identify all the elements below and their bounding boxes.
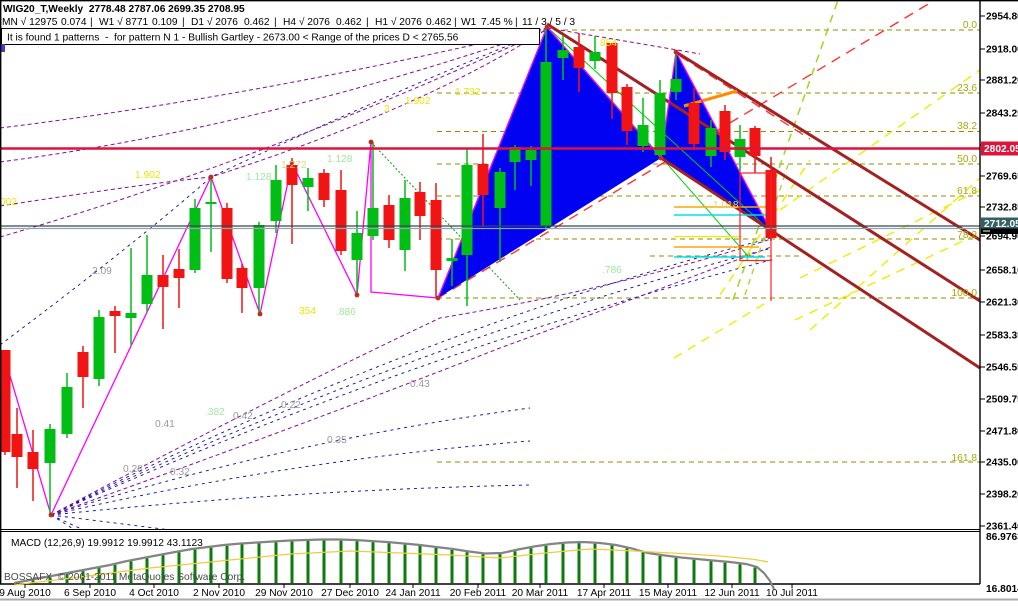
svg-text:2471.80: 2471.80 — [986, 427, 1018, 438]
svg-text:2732.85: 2732.85 — [986, 203, 1018, 214]
svg-text:H1 √ 2076: H1 √ 2076 — [375, 16, 422, 28]
svg-text:100.0: 100.0 — [952, 288, 978, 299]
svg-text:61.8: 61.8 — [957, 186, 977, 197]
svg-text:2881.20: 2881.20 — [986, 76, 1018, 87]
svg-text:4 Oct 2010: 4 Oct 2010 — [129, 588, 179, 599]
svg-text:|: | — [182, 17, 185, 28]
svg-text:7.45 %: 7.45 % — [481, 17, 513, 28]
svg-text:2583.35: 2583.35 — [986, 331, 1018, 342]
svg-text:.886: .886 — [336, 307, 356, 318]
svg-text:1.902: 1.902 — [135, 170, 161, 181]
svg-text:11 / 3 / 5 / 3: 11 / 3 / 5 / 3 — [522, 17, 575, 28]
svg-text:0.074: 0.074 — [61, 17, 87, 28]
svg-text:0.462: 0.462 — [426, 17, 452, 28]
svg-text:0.22: 0.22 — [281, 400, 301, 411]
svg-text:1.018: 1.018 — [713, 200, 739, 211]
svg-text:354: 354 — [299, 306, 316, 317]
svg-text:|: | — [366, 17, 369, 28]
svg-text:2: 2 — [384, 104, 390, 115]
svg-text:2509.75: 2509.75 — [986, 395, 1018, 406]
svg-text:2712.05: 2712.05 — [984, 219, 1018, 230]
svg-text:15 May 2011: 15 May 2011 — [639, 588, 697, 599]
svg-text:D1 √ 2076: D1 √ 2076 — [191, 16, 238, 28]
svg-text:2546.55: 2546.55 — [986, 363, 1018, 374]
svg-text:It is found 1 patterns - for: It is found 1 patterns - for pattern N 1… — [7, 33, 459, 44]
svg-text:0.42: 0.42 — [233, 411, 253, 422]
svg-text:W1 √ 8771: W1 √ 8771 — [99, 16, 149, 28]
svg-text:|: | — [90, 17, 93, 28]
svg-text:BOSSAFX © 2001-2011 MetaQuote: BOSSAFX © 2001-2011 MetaQuotes Software … — [4, 572, 245, 583]
svg-text:MACD (12,26,9) 19.9912 19.9912: MACD (12,26,9) 19.9912 19.9912 43.1123 — [11, 538, 203, 549]
svg-text:|: | — [274, 17, 277, 28]
svg-text:2658.10: 2658.10 — [986, 266, 1018, 277]
svg-text:1.272: 1.272 — [281, 160, 307, 171]
svg-text:2802.05: 2802.05 — [984, 144, 1018, 155]
svg-text:161.8: 161.8 — [952, 453, 978, 464]
svg-text:2918.00: 2918.00 — [986, 45, 1018, 56]
svg-text:0.41: 0.41 — [155, 419, 175, 430]
svg-text:0.43: 0.43 — [410, 379, 430, 390]
svg-text:2.09: 2.09 — [92, 266, 112, 277]
svg-text:6 Sep 2010: 6 Sep 2010 — [64, 588, 116, 599]
svg-text:1.732: 1.732 — [455, 87, 481, 98]
svg-text:12 Jun 2011: 12 Jun 2011 — [704, 588, 760, 599]
svg-text:|: | — [515, 17, 518, 28]
svg-text:16.8014: 16.8014 — [986, 584, 1018, 595]
svg-text:2435.00: 2435.00 — [986, 458, 1018, 469]
svg-text:23.6: 23.6 — [957, 83, 977, 94]
svg-text:H4 √ 2076: H4 √ 2076 — [283, 16, 330, 28]
svg-text:.382: .382 — [205, 407, 225, 418]
svg-text:854: 854 — [600, 38, 617, 49]
svg-text:20 Mar 2011: 20 Mar 2011 — [512, 588, 569, 599]
svg-text:002: 002 — [0, 197, 17, 208]
svg-text:2361.40: 2361.40 — [986, 522, 1018, 533]
svg-text:0.462: 0.462 — [244, 17, 270, 28]
svg-text:WIG20_T,Weekly 2778.48 2787.0: WIG20_T,Weekly 2778.48 2787.06 2699.35 2… — [3, 4, 245, 15]
svg-text:MN √ 12975: MN √ 12975 — [2, 16, 58, 28]
svg-text:78.2: 78.2 — [957, 230, 977, 241]
svg-text:0.28: 0.28 — [123, 464, 143, 475]
svg-text:0.462: 0.462 — [336, 17, 362, 28]
svg-text:2769.65: 2769.65 — [986, 172, 1018, 183]
svg-text:1.128: 1.128 — [246, 172, 272, 183]
svg-text:2621.30: 2621.30 — [986, 298, 1018, 309]
svg-text:.786: .786 — [602, 265, 622, 276]
svg-text:1.128: 1.128 — [327, 154, 353, 165]
svg-text:9 Aug 2010: 9 Aug 2010 — [0, 588, 51, 599]
svg-text:50.0: 50.0 — [957, 154, 977, 165]
svg-text:2843.25: 2843.25 — [986, 109, 1018, 120]
svg-text:W1: W1 — [461, 17, 477, 28]
svg-text:0.0: 0.0 — [963, 20, 977, 31]
svg-text:2954.80: 2954.80 — [986, 12, 1018, 23]
svg-text:38.2: 38.2 — [957, 121, 977, 132]
svg-text:10 Jul 2011: 10 Jul 2011 — [766, 588, 818, 599]
svg-text:17 Apr 2011: 17 Apr 2011 — [577, 588, 632, 599]
svg-text:86.9763: 86.9763 — [986, 532, 1018, 543]
svg-text:29 Nov 2010: 29 Nov 2010 — [255, 588, 313, 599]
svg-text:2 Nov 2010: 2 Nov 2010 — [193, 588, 245, 599]
svg-text:2694.90: 2694.90 — [986, 232, 1018, 243]
svg-text:1.902: 1.902 — [405, 96, 431, 107]
svg-text:20 Feb 2011: 20 Feb 2011 — [450, 588, 507, 599]
svg-text:|: | — [454, 17, 457, 28]
svg-text:2398.20: 2398.20 — [986, 490, 1018, 501]
svg-text:0.35: 0.35 — [327, 435, 347, 446]
svg-text:0.109: 0.109 — [152, 17, 178, 28]
svg-text:24 Jan 2011: 24 Jan 2011 — [385, 588, 441, 599]
svg-text:27 Dec 2010: 27 Dec 2010 — [321, 588, 379, 599]
svg-text:0.32: 0.32 — [170, 467, 190, 478]
